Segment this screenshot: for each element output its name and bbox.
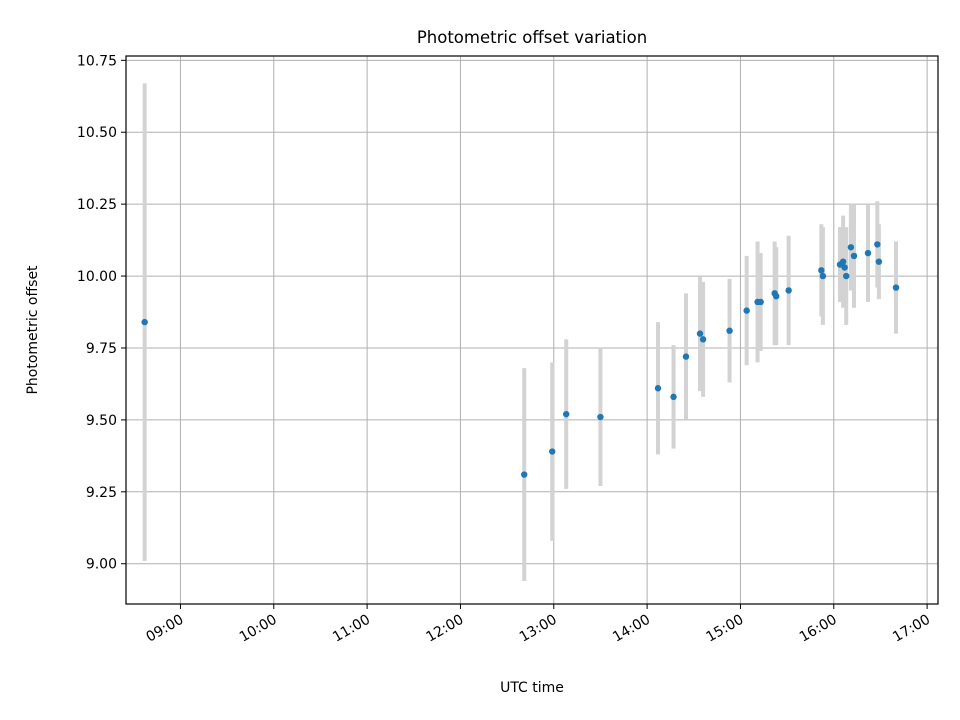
data-point	[670, 393, 677, 401]
data-point	[696, 330, 704, 337]
data-point	[875, 258, 883, 265]
data-point	[843, 272, 850, 280]
y-tick-label: 10.00	[77, 269, 117, 285]
y-tick-label: 9.25	[86, 485, 117, 501]
y-tick-label: 10.25	[77, 197, 117, 213]
data-point	[141, 318, 148, 326]
data-point	[874, 241, 881, 248]
data-point	[819, 272, 827, 280]
data-point	[757, 298, 764, 306]
data-point	[839, 258, 847, 265]
y-tick-label: 9.50	[86, 413, 117, 429]
data-point	[654, 385, 662, 392]
y-tick-label: 10.75	[77, 53, 117, 69]
data-point	[864, 249, 872, 257]
data-point	[850, 252, 858, 260]
data-points	[141, 241, 900, 478]
data-point	[726, 327, 733, 334]
x-axis-label: UTC time	[500, 680, 564, 696]
data-point	[521, 471, 528, 478]
y-axis-label: Photometric offset	[25, 265, 41, 395]
y-axis-ticks: 9.00 9.25 9.50 9.75 10.00 10.25 10.50 10.75	[77, 53, 126, 573]
data-point	[841, 264, 848, 271]
plot-frame	[125, 55, 939, 605]
data-point	[743, 307, 750, 314]
y-tick-label: 10.50	[77, 125, 117, 141]
data-point	[549, 448, 556, 455]
data-point	[785, 287, 792, 294]
data-point	[847, 244, 855, 251]
data-point	[682, 353, 690, 360]
data-point	[773, 292, 780, 300]
data-point	[892, 284, 900, 291]
grid-lines	[126, 56, 938, 604]
data-point	[818, 267, 825, 274]
data-point	[563, 410, 570, 418]
y-tick-label: 9.00	[86, 557, 117, 573]
data-point	[699, 336, 707, 343]
chart-title: Photometric offset variation	[417, 28, 647, 47]
y-tick-label: 9.75	[86, 341, 117, 357]
data-point	[597, 413, 604, 421]
